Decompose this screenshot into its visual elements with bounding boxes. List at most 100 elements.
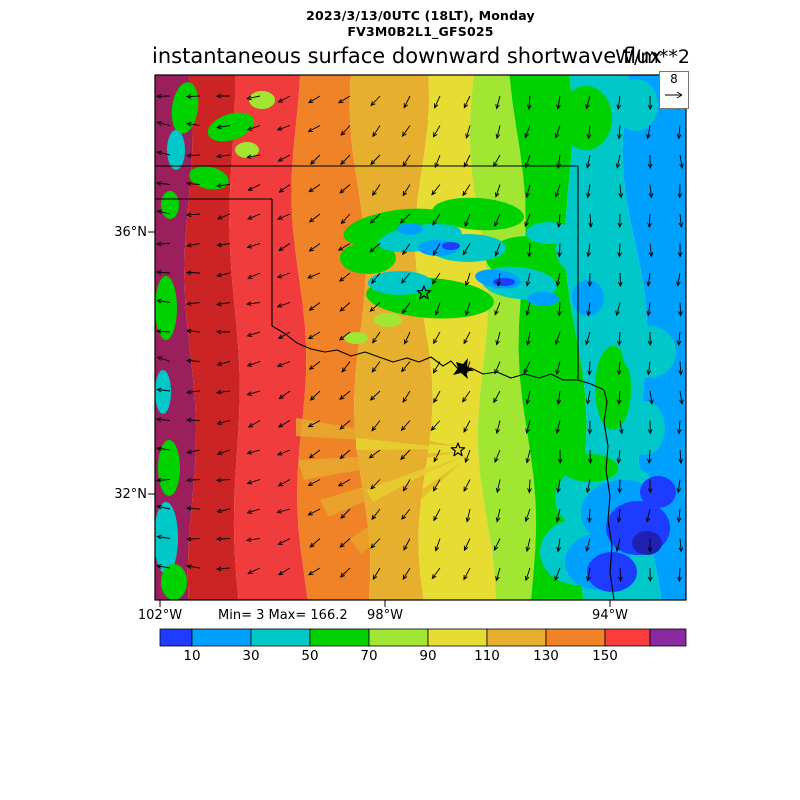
wind-arrow	[155, 93, 171, 99]
wind-arrow	[404, 331, 411, 345]
wind-arrow	[246, 537, 261, 543]
wind-arrow	[679, 390, 684, 405]
wind-arrow	[527, 479, 532, 494]
cloud-blob	[640, 476, 676, 508]
wind-arrow	[276, 125, 291, 131]
wind-arrow	[432, 213, 441, 226]
wind-arrow	[277, 479, 291, 487]
wind-arrow	[678, 449, 684, 465]
colorbar-cell	[368, 628, 429, 647]
units-label: W/m**2	[615, 46, 690, 68]
colorbar-label-90: 90	[419, 648, 437, 664]
wind-arrow	[677, 243, 683, 258]
sun-ray	[356, 438, 458, 450]
lon-tick-94w: 94°W	[592, 608, 628, 623]
colorbar-label-50: 50	[301, 648, 319, 664]
wind-arrow	[678, 361, 683, 376]
wind-arrow	[525, 420, 531, 435]
wind-arrow	[462, 243, 471, 256]
wind-arrow	[403, 538, 411, 551]
wind-arrow	[372, 331, 381, 344]
wind-arrow	[185, 153, 201, 158]
wind-arrow	[555, 508, 561, 523]
wind-arrow	[647, 331, 653, 347]
wind-arrow	[646, 302, 652, 317]
wind-arrow	[463, 95, 471, 109]
wind-arrow	[616, 449, 622, 464]
wind-arrow	[185, 358, 201, 364]
wind-arrow	[339, 390, 351, 400]
wind-arrow	[525, 272, 531, 287]
wind-arrow	[337, 243, 351, 251]
wind-arrow	[185, 536, 201, 542]
wind-arrow	[216, 213, 231, 220]
cloud-blob	[430, 234, 506, 262]
wind-arrow	[369, 213, 381, 224]
wind-arrow	[616, 361, 622, 376]
wind-arrow	[247, 567, 261, 574]
sun-ray	[350, 462, 462, 554]
wind-arrow	[372, 567, 381, 581]
datetime-header: 2023/3/13/0UTC (18LT), Monday	[306, 8, 535, 23]
wind-arrow	[556, 538, 561, 553]
sun-ray	[298, 452, 458, 480]
wind-arrow	[434, 154, 441, 169]
wind-arrow	[586, 125, 592, 140]
wind-arrow	[555, 272, 561, 287]
cloud-blob	[155, 370, 171, 414]
wind-arrow	[340, 213, 351, 225]
wind-arrow	[402, 154, 411, 167]
wind-arrow	[493, 154, 501, 168]
wind-arrow	[402, 184, 411, 197]
wind-arrow	[678, 538, 684, 553]
wind-arrow	[155, 477, 171, 483]
wind-arrow	[615, 154, 621, 169]
wind-arrow	[216, 420, 231, 426]
wind-arrow	[400, 420, 411, 432]
wind-arrow	[400, 449, 411, 461]
wind-arrow	[247, 184, 261, 191]
colorbar-cell	[159, 628, 193, 647]
border-red-river	[271, 325, 605, 391]
black-blob-marker	[453, 358, 474, 379]
cloud-blob	[374, 313, 402, 327]
wind-arrow	[186, 564, 201, 569]
wind-arrow	[278, 390, 291, 400]
colorbar-cell	[250, 628, 311, 647]
wind-arrow	[464, 272, 471, 287]
wind-arrow	[434, 538, 441, 552]
wind-arrow	[495, 567, 501, 582]
wind-arrow	[525, 331, 531, 346]
wind-arrow	[494, 361, 501, 375]
cloud-blob	[572, 280, 604, 316]
wind-arrow	[648, 243, 654, 258]
wind-arrow	[430, 420, 441, 431]
cloud-blob	[442, 242, 460, 250]
wind-arrow	[465, 508, 471, 523]
wind-arrow	[308, 302, 321, 311]
wind-arrow	[368, 449, 381, 459]
wind-arrow	[556, 479, 561, 494]
cloud-blob	[368, 271, 432, 295]
cloud-blob	[167, 130, 185, 170]
wind-arrow	[587, 420, 593, 435]
wind-arrow	[215, 329, 231, 335]
wind-arrow	[215, 477, 231, 483]
colorbar-cell	[486, 628, 547, 647]
wind-arrow	[185, 212, 201, 218]
wind-arrow	[676, 125, 682, 140]
wind-arrow	[401, 125, 411, 137]
reference-vector-arrow-icon	[665, 91, 683, 99]
wind-arrow	[156, 417, 171, 422]
wind-arrow	[463, 567, 471, 581]
wind-arrow	[307, 420, 321, 428]
wind-arrow	[495, 125, 501, 140]
wind-arrow	[465, 125, 471, 140]
wind-arrow	[402, 567, 411, 581]
wind-arrow	[403, 95, 411, 109]
wind-arrow	[433, 361, 441, 374]
wind-arrow	[185, 417, 201, 423]
wind-arrow	[339, 184, 351, 194]
wind-arrow	[246, 154, 261, 159]
